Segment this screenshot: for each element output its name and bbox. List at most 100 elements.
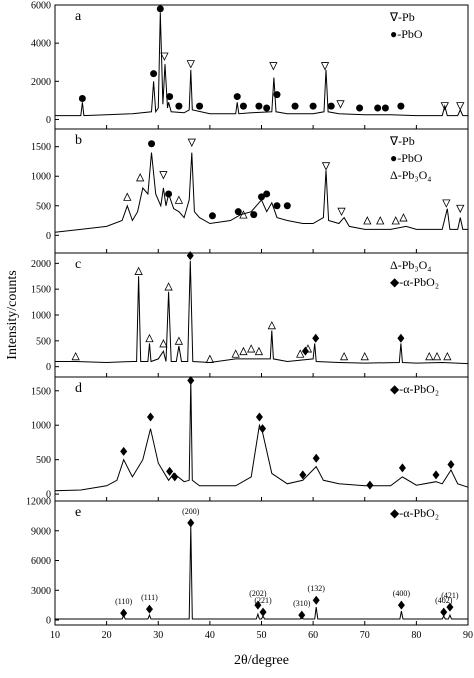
phase-marker	[301, 346, 309, 356]
phase-marker	[446, 602, 454, 612]
x-tick-label: 90	[463, 630, 473, 641]
x-tick-label: 60	[308, 630, 318, 641]
xrd-pattern	[54, 380, 469, 492]
phase-marker	[120, 446, 128, 456]
y-tick-label: 0	[46, 231, 51, 242]
y-tick-label: 3000	[31, 586, 51, 597]
legend-entry: Δ-Pb₃O₄	[390, 258, 431, 272]
phase-marker	[258, 193, 265, 201]
phase-marker	[187, 518, 195, 528]
phase-marker	[234, 208, 242, 216]
x-axis-title: 2θ/degree	[234, 653, 289, 668]
phase-marker	[254, 600, 262, 610]
phase-marker	[145, 604, 153, 614]
phase-marker	[321, 162, 331, 171]
phase-marker	[166, 466, 174, 476]
y-tick-label: 1000	[31, 421, 51, 432]
x-tick-label: 10	[50, 630, 60, 641]
phase-marker	[376, 216, 385, 225]
phase-marker	[398, 463, 406, 473]
phase-marker	[447, 459, 455, 469]
phase-marker	[136, 173, 145, 182]
phase-marker	[440, 607, 448, 617]
xrd-pattern	[55, 12, 468, 117]
xrd-pattern	[55, 260, 469, 365]
phase-marker	[291, 102, 299, 110]
phase-marker	[175, 102, 183, 110]
y-tick-label: 1500	[31, 142, 51, 153]
hkl-label: (310)	[293, 599, 311, 608]
panel-label: d	[75, 381, 82, 396]
x-tick-label: 40	[205, 630, 215, 641]
phase-marker	[250, 211, 258, 219]
xrd-pattern	[54, 152, 468, 233]
legend-entry: Δ-Pb₃O₄	[390, 168, 431, 182]
y-tick-label: 2000	[31, 77, 51, 88]
hkl-label: (111)	[141, 593, 158, 602]
y-tick-label: 6000	[31, 556, 51, 567]
phase-marker	[239, 102, 247, 110]
phase-marker	[336, 100, 345, 109]
phase-marker	[356, 104, 364, 112]
phase-marker	[263, 104, 271, 112]
phase-marker	[120, 608, 128, 618]
y-axis-title: Intensity/counts	[5, 270, 20, 359]
legend-entry: ●-PbO	[390, 151, 423, 165]
hkl-label: (402)	[435, 596, 453, 605]
y-tick-label: 500	[36, 455, 51, 466]
phase-marker	[263, 190, 271, 198]
legend-entry: ∇-Pb	[389, 10, 415, 24]
panel-label: a	[75, 9, 82, 24]
x-tick-label: 70	[360, 630, 370, 641]
phase-marker	[432, 470, 440, 480]
y-tick-label: 0	[46, 616, 51, 627]
x-tick-label: 20	[102, 630, 112, 641]
y-tick-label: 9000	[31, 526, 51, 537]
phase-marker	[145, 333, 154, 343]
y-tick-label: 0	[46, 362, 51, 373]
phase-marker	[147, 412, 155, 422]
y-tick-label: 4000	[31, 39, 51, 50]
phase-marker	[196, 102, 204, 110]
legend-entry: ◆-α-PbO₂	[390, 506, 439, 520]
x-tick-label: 30	[153, 630, 163, 641]
phase-marker	[456, 204, 465, 214]
legend-entry: ∇-Pb	[389, 134, 415, 148]
phase-marker	[247, 344, 256, 353]
phase-marker	[174, 195, 184, 204]
y-tick-label: 1000	[31, 311, 51, 322]
phase-marker	[171, 472, 179, 482]
phase-marker	[273, 91, 281, 99]
hkl-label: (202)	[249, 589, 267, 598]
phase-marker	[71, 351, 80, 361]
phase-marker	[440, 102, 449, 111]
phase-marker	[78, 94, 86, 102]
phase-marker	[231, 349, 240, 358]
phase-marker	[174, 336, 184, 345]
phase-marker	[148, 140, 156, 148]
phase-marker	[267, 320, 276, 330]
y-tick-label: 1000	[31, 172, 51, 183]
phase-marker	[186, 60, 195, 69]
phase-marker	[273, 202, 281, 210]
y-tick-label: 1500	[31, 285, 51, 296]
phase-marker	[165, 190, 173, 198]
phase-marker	[186, 251, 194, 261]
panel-label: c	[75, 257, 81, 272]
phase-marker	[166, 93, 174, 101]
phase-marker	[366, 480, 374, 490]
panel-label: b	[75, 133, 82, 148]
y-tick-label: 500	[36, 336, 51, 347]
phase-marker	[123, 192, 132, 201]
hkl-label: (132)	[308, 584, 326, 593]
phase-marker	[134, 266, 143, 275]
panel-label: e	[75, 505, 81, 520]
phase-marker	[160, 52, 169, 61]
phase-marker	[443, 351, 452, 361]
phase-marker	[456, 102, 465, 111]
phase-marker	[269, 62, 278, 71]
y-tick-label: 0	[46, 490, 51, 501]
phase-marker	[363, 216, 372, 225]
phase-marker	[339, 351, 349, 361]
phase-marker	[205, 354, 215, 363]
